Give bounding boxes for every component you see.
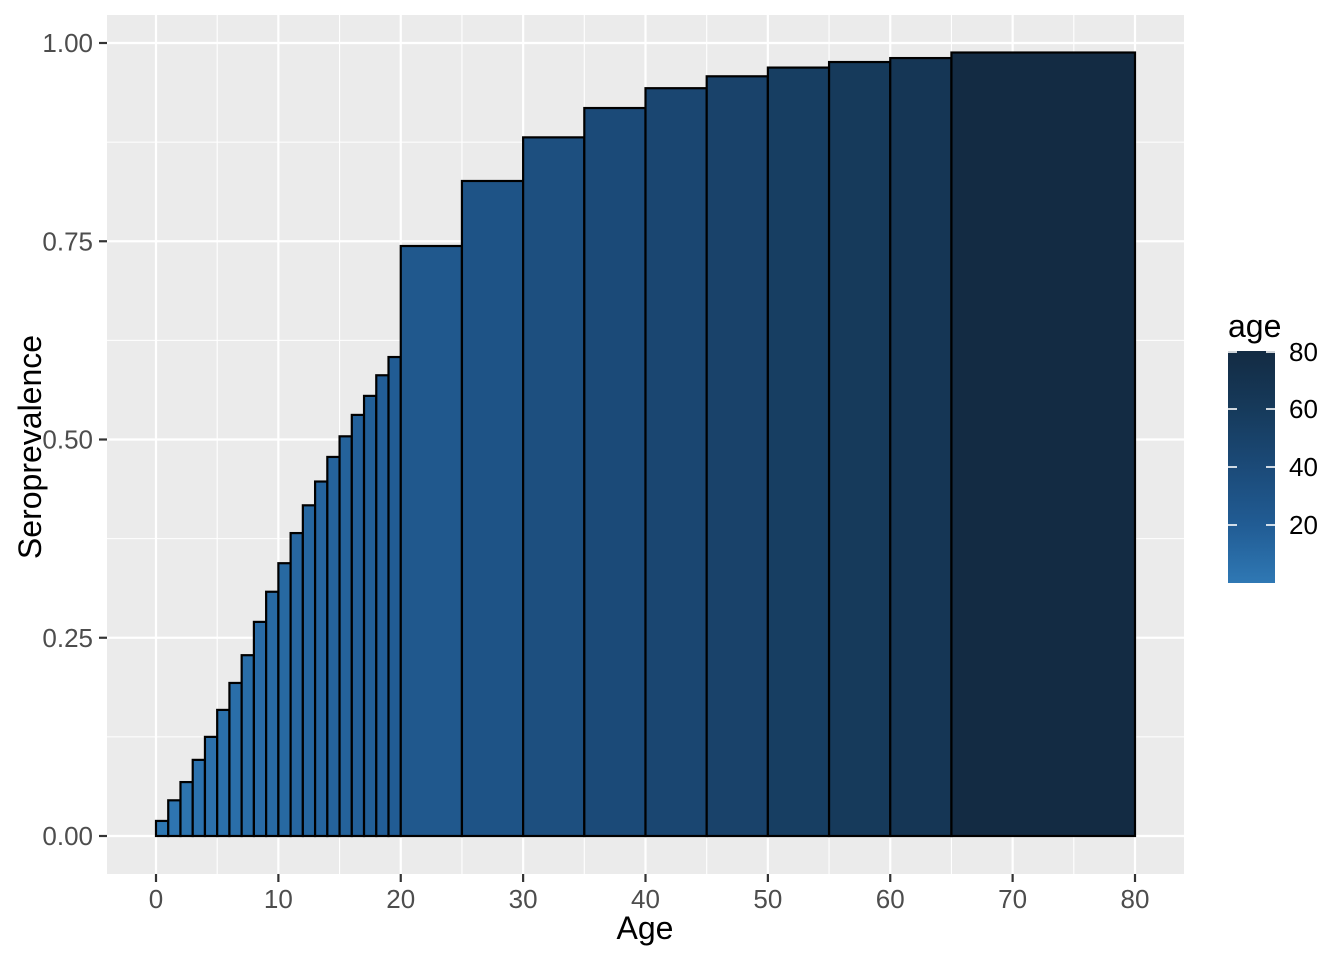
bar-age-6-7 [228,681,243,838]
bar-age-8-9 [252,620,268,838]
x-tick-label: 20 [386,884,415,914]
bar-age-13-14 [313,480,329,838]
y-tick-label: 0.00 [42,821,93,851]
bar-age-2-3 [179,780,194,838]
x-tick-label: 50 [753,884,782,914]
bar-age-10-11 [277,562,292,838]
bar-age-65-80 [950,51,1137,838]
bar-age-12-13 [301,504,317,838]
bar-age-18-19 [375,374,390,838]
legend-title: age [1228,308,1281,344]
y-tick-label: 0.25 [42,623,93,653]
bar-age-3-4 [191,758,207,838]
bar-age-45-50 [705,75,769,838]
x-tick-label: 40 [631,884,660,914]
bar-age-7-8 [240,654,256,838]
y-tick-label: 1.00 [42,28,93,58]
x-tick-label: 60 [876,884,905,914]
bar-age-20-25 [399,244,464,838]
bar-age-14-15 [326,455,341,838]
bar-age-25-30 [460,179,525,838]
x-tick-label: 10 [264,884,293,914]
bar-age-40-45 [644,87,708,838]
bar-age-9-10 [265,590,280,838]
y-tick-label: 0.75 [42,226,93,256]
bar-age-55-60 [827,60,892,838]
bar-age-19-20 [387,355,402,838]
bar-age-60-65 [889,56,953,838]
bar-age-35-40 [583,106,647,838]
bar-age-17-18 [362,394,378,838]
bar-age-4-5 [203,735,219,838]
x-tick-label: 70 [998,884,1027,914]
bar-age-16-17 [350,413,366,838]
bar-age-50-55 [766,66,831,838]
y-axis-title: Seroprevalence [12,335,48,559]
bar-age-15-16 [338,435,353,838]
bar-age-5-6 [216,708,231,838]
bar-age-11-12 [289,531,304,838]
x-tick-label: 0 [149,884,163,914]
x-tick-label: 30 [509,884,538,914]
legend-tick-label: 20 [1289,510,1318,540]
legend-tick-label: 60 [1289,394,1318,424]
y-tick-label: 0.50 [42,425,93,455]
bar-age-30-35 [522,136,586,838]
bar-age-0-1 [154,819,170,838]
bar-age-1-2 [167,799,182,838]
legend-tick-label: 40 [1289,452,1318,482]
legend-tick-label: 80 [1289,337,1318,367]
x-axis-title: Age [617,910,674,946]
x-tick-label: 80 [1121,884,1150,914]
